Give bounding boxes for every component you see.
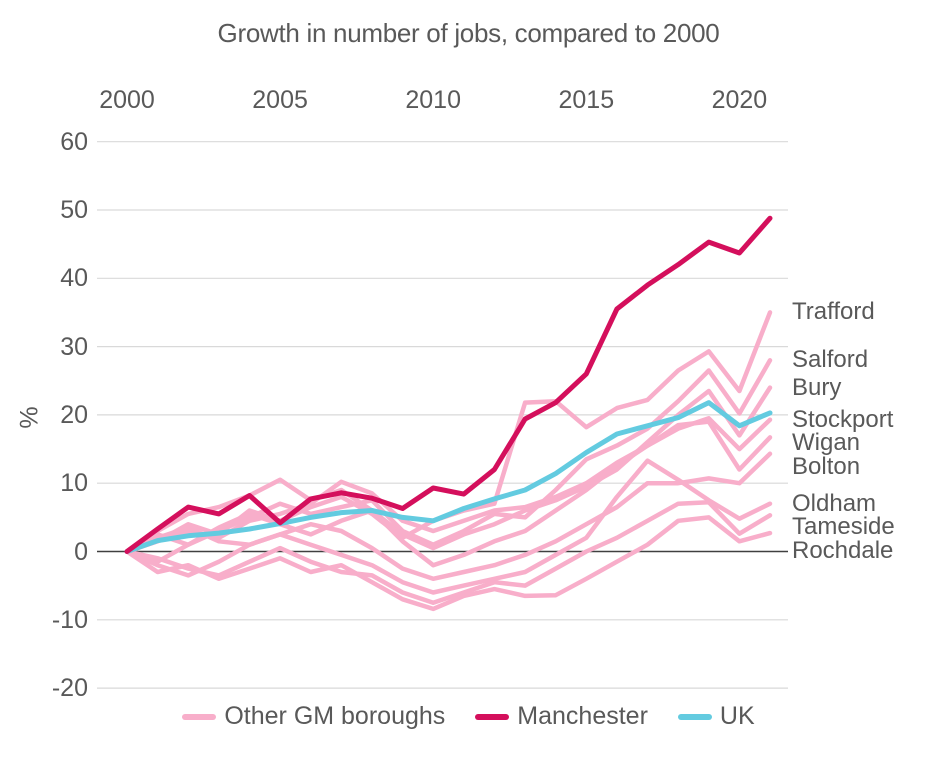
series-line-uk — [124, 400, 773, 554]
end-label-salford: Salford — [792, 346, 869, 374]
end-label-bury: Bury — [792, 373, 842, 401]
y-tick-label-60: 60 — [60, 127, 88, 156]
series-line-tameside — [124, 500, 773, 605]
x-tick-label-2020: 2020 — [711, 86, 768, 114]
y-tick-label--10: -10 — [51, 605, 88, 634]
legend-swatch-other_gm — [182, 713, 217, 720]
series-line-bury — [124, 385, 773, 554]
end-label-stockport: Stockport — [792, 405, 894, 433]
y-tick-label-20: 20 — [60, 400, 88, 429]
legend-label: Manchester — [517, 702, 648, 730]
series-line-oldham — [124, 458, 773, 595]
legend-label: UK — [719, 702, 755, 730]
end-label-trafford: Trafford — [792, 298, 875, 326]
y-tick-label-40: 40 — [60, 264, 88, 293]
legend: Other GM boroughs Manchester UK — [0, 702, 937, 731]
x-tick-label-2000: 2000 — [99, 86, 155, 114]
legend-swatch-manchester — [475, 713, 510, 720]
x-tick-label-2005: 2005 — [252, 86, 308, 114]
legend-item-manchester: Manchester — [475, 702, 648, 731]
series-line-bolton — [124, 451, 773, 582]
series-line-rochdale — [124, 515, 773, 612]
x-tick-label-2015: 2015 — [558, 86, 615, 114]
end-label-bolton: Bolton — [792, 452, 861, 480]
y-tick-label-50: 50 — [60, 196, 88, 224]
chart-title: Growth in number of jobs, compared to 20… — [217, 18, 720, 48]
y-tick-label-0: 0 — [74, 537, 88, 566]
end-label-wigan: Wigan — [792, 429, 861, 457]
legend-label: Other GM boroughs — [224, 702, 446, 730]
y-tick-label-10: 10 — [60, 469, 88, 498]
end-label-rochdale: Rochdale — [792, 536, 894, 564]
end-label-tameside: Tameside — [792, 513, 895, 541]
legend-item-uk: UK — [677, 702, 755, 731]
legend-swatch-uk — [677, 713, 712, 720]
x-tick-label-2010: 2010 — [405, 86, 461, 114]
end-label-oldham: Oldham — [792, 489, 877, 517]
series-line-manchester — [124, 215, 773, 554]
y-tick-label-30: 30 — [60, 332, 88, 361]
y-tick-label--20: -20 — [51, 674, 88, 703]
legend-item-other-gm-boroughs: Other GM boroughs — [182, 702, 445, 731]
